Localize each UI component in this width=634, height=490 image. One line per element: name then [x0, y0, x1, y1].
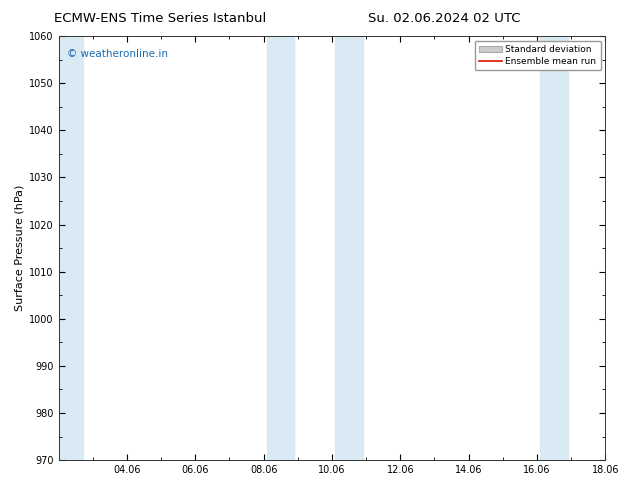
Legend: Standard deviation, Ensemble mean run: Standard deviation, Ensemble mean run: [474, 41, 601, 71]
Y-axis label: Surface Pressure (hPa): Surface Pressure (hPa): [15, 185, 25, 311]
Bar: [335, 36, 363, 460]
Text: ECMW-ENS Time Series Istanbul: ECMW-ENS Time Series Istanbul: [54, 12, 266, 25]
Bar: [55, 36, 82, 460]
Bar: [609, 36, 634, 460]
Bar: [540, 36, 567, 460]
Text: © weatheronline.in: © weatheronline.in: [67, 49, 168, 59]
Text: Su. 02.06.2024 02 UTC: Su. 02.06.2024 02 UTC: [368, 12, 521, 25]
Bar: [267, 36, 294, 460]
